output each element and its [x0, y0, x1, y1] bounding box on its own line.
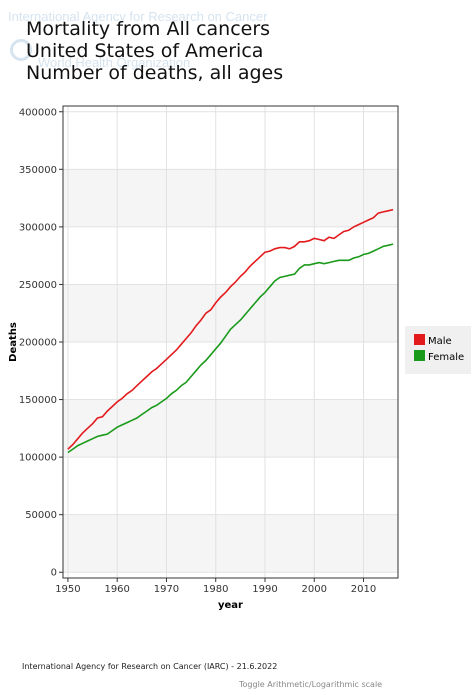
x-tick-label: 2010 [351, 584, 376, 595]
footer-credit: International Agency for Research on Can… [22, 662, 278, 671]
y-tick-label: 300000 [19, 222, 57, 233]
axes: 0 50000 100000 150000 200000 250000 300000 3500… [19, 105, 399, 595]
y-tick-label: 400000 [19, 107, 57, 118]
y-tick-label: 100000 [19, 453, 57, 464]
y-tick-label: 250000 [19, 280, 57, 291]
legend-label-male: Male [428, 336, 452, 347]
watermark-sub-text: World Health Organization [38, 55, 191, 70]
y-axis-title: Deaths [8, 322, 19, 362]
y-tick-label: 0 [51, 568, 57, 579]
legend: Male Female [405, 326, 471, 374]
y-tick-label: 350000 [19, 165, 57, 176]
legend-item-male[interactable]: Male [414, 334, 452, 348]
x-tick-label: 1950 [55, 584, 80, 595]
series-line-female [67, 243, 394, 454]
chart-title-block: Mortality from All cancers United States… [26, 18, 283, 84]
iarc-watermark-logo: International Agency for Research on Can… [8, 9, 308, 79]
legend-item-female[interactable]: Female [414, 350, 464, 364]
legend-swatch-male [414, 334, 425, 345]
globe-icon [10, 39, 32, 61]
plot-band [63, 399, 398, 458]
legend-swatch-female [414, 350, 425, 361]
x-tick-label: 1980 [203, 584, 228, 595]
x-tick-label: 2000 [302, 584, 327, 595]
x-tick-label: 1970 [154, 584, 179, 595]
chart-title-line-3: Number of deaths, all ages [26, 62, 284, 84]
y-tick-label: 150000 [19, 395, 57, 406]
y-tick-label: 50000 [25, 510, 57, 521]
plot-band [63, 169, 398, 227]
toggle-scale-link[interactable]: Toggle Arithmetic/Logarithmic scale [239, 680, 383, 689]
x-tick-label: 1990 [252, 584, 277, 595]
plot-band [63, 514, 398, 573]
chart-title-line-2: United States of America [26, 40, 264, 62]
plot-band [63, 284, 398, 342]
series-lines [67, 208, 394, 454]
chart-title-line-1: Mortality from All cancers [26, 18, 271, 40]
legend-label-female: Female [428, 352, 465, 363]
x-axis-title: year [218, 600, 243, 611]
watermark-org-text: International Agency for Research on Can… [8, 9, 268, 24]
x-tick-label: 1960 [104, 584, 129, 595]
grid-lines [63, 106, 398, 578]
y-tick-label: 200000 [19, 338, 57, 349]
series-line-male [67, 208, 394, 450]
